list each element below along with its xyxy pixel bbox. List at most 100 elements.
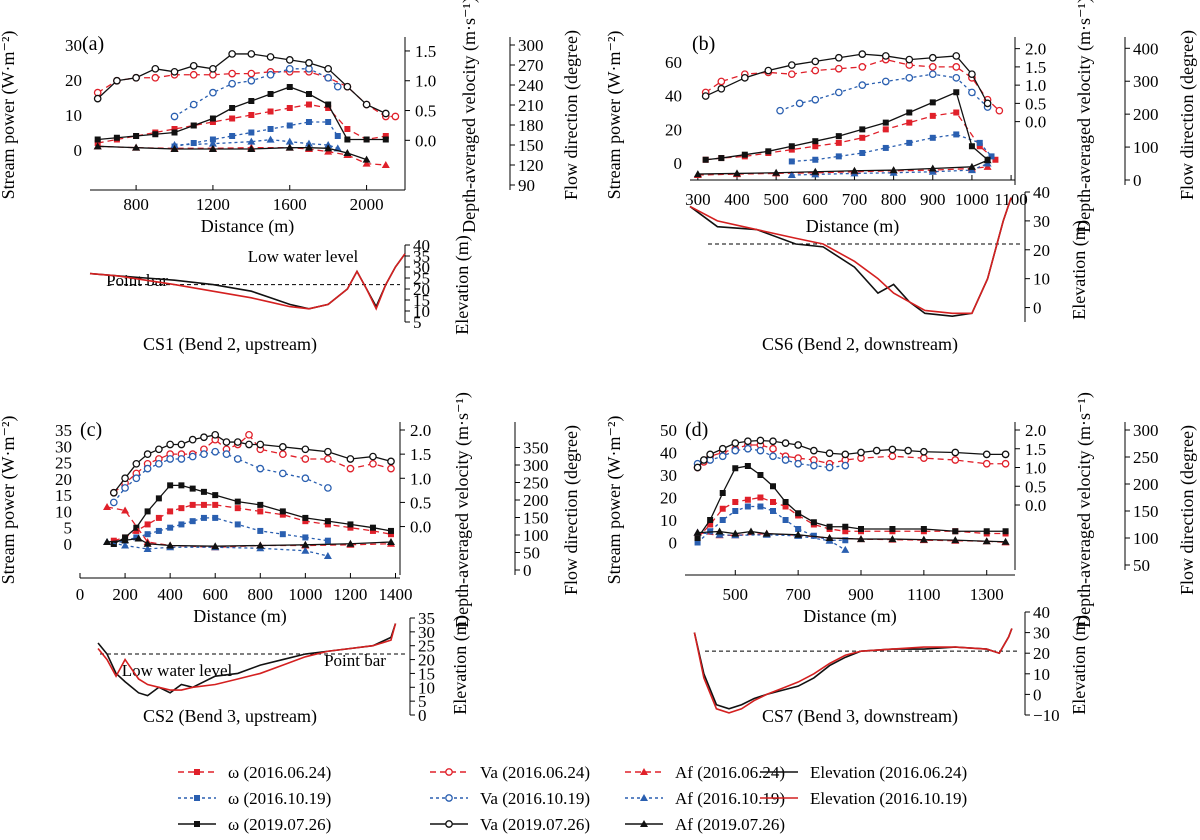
data-point — [103, 538, 112, 545]
velocity-tick-label: 1.5 — [410, 445, 431, 464]
velocity-axis-label: Depth-averaged velocity (m·s⁻¹) — [452, 392, 473, 628]
direction-tick-label: 200 — [1133, 105, 1159, 124]
direction-axis-label: Flow direction (degree) — [1177, 425, 1198, 595]
series-v3 — [693, 436, 1010, 472]
data-point — [144, 531, 151, 538]
direction-tick-label: 150 — [518, 136, 544, 155]
series-line — [174, 68, 339, 118]
power-tick-label: 25 — [55, 454, 72, 473]
data-point — [166, 455, 174, 463]
series-e2 — [689, 197, 1012, 315]
data-point — [718, 444, 727, 453]
data-point — [694, 539, 701, 546]
power-tick-label: 20 — [665, 120, 682, 139]
data-point — [795, 99, 804, 108]
panel-label: (d) — [685, 419, 708, 441]
data-point — [346, 464, 355, 473]
direction-axis-label: Flow direction (degree) — [1177, 30, 1198, 200]
data-point — [143, 539, 152, 547]
series-line — [705, 53, 989, 104]
data-point — [212, 514, 219, 521]
direction-tick-label: 100 — [523, 526, 549, 545]
series-v3 — [701, 50, 992, 108]
data-point — [325, 105, 332, 111]
x-tick-label: 1200 — [196, 195, 230, 214]
data-point — [228, 69, 236, 78]
annotation-text: Point bar — [106, 271, 168, 290]
data-point — [324, 455, 332, 463]
power-tick-label: 10 — [65, 106, 82, 125]
data-point — [278, 450, 287, 458]
data-point — [694, 535, 701, 541]
series-line — [97, 623, 397, 691]
elevation-tick-label: 25 — [418, 637, 435, 656]
data-point — [982, 450, 991, 459]
data-point — [267, 91, 274, 97]
series-line — [693, 628, 1013, 710]
x-tick-label: 1000 — [955, 190, 989, 209]
elevation-tick-label: 40 — [1033, 183, 1050, 202]
data-point — [266, 135, 275, 143]
panel-0: 800 1200 1600 2000 Distance (m) 30 20 10 0 1.5 1.0… — [0, 0, 582, 355]
x-tick-label: 600 — [803, 190, 829, 209]
data-point — [794, 530, 803, 538]
data-point — [245, 440, 253, 449]
data-point — [781, 456, 790, 464]
data-point — [234, 498, 241, 505]
direction-tick-label: 150 — [523, 509, 549, 528]
data-point — [279, 531, 286, 538]
panel-caption: CS1 (Bend 2, upstream) — [143, 334, 317, 355]
series-line — [106, 537, 392, 547]
data-point — [212, 492, 219, 499]
data-point — [247, 137, 256, 145]
data-point — [700, 456, 708, 464]
data-point — [782, 499, 789, 505]
data-point — [968, 88, 976, 97]
data-point — [362, 155, 371, 163]
data-point — [834, 88, 843, 97]
data-point — [825, 449, 834, 458]
velocity-tick-label: 0.0 — [410, 518, 431, 537]
data-point — [285, 56, 294, 64]
velocity-axis-label: Depth-averaged velocity (m·s⁻¹) — [459, 0, 480, 233]
x-tick-label: 900 — [848, 585, 874, 604]
data-point — [103, 503, 112, 510]
data-point — [209, 119, 216, 125]
power-tick-label: 20 — [65, 71, 82, 90]
panel-caption: CS6 (Bend 2, downstream) — [762, 334, 958, 355]
elevation-tick-label: 40 — [413, 236, 430, 255]
series-v1 — [693, 441, 1010, 472]
direction-tick-label: 300 — [518, 36, 544, 55]
legend-marker — [194, 795, 200, 801]
data-point — [286, 84, 293, 90]
data-point — [301, 474, 310, 483]
data-point — [952, 52, 961, 60]
velocity-tick-label: 0.0 — [1025, 496, 1046, 515]
legend-label: ω (2019.07.26) — [228, 815, 331, 834]
legend-item-w3: ω (2019.07.26) — [178, 815, 331, 834]
data-point — [133, 133, 140, 139]
data-point — [391, 112, 400, 121]
elevation-tick-label: 10 — [418, 678, 435, 697]
elevation-tick-label: 20 — [1033, 644, 1050, 663]
data-point — [744, 444, 752, 453]
data-point — [143, 450, 152, 458]
power-axis-label: Stream power (W·m⁻²) — [604, 416, 625, 585]
data-point — [717, 84, 726, 93]
series-w2 — [788, 131, 995, 165]
data-point — [305, 119, 312, 125]
power-tick-label: 0 — [64, 535, 73, 554]
data-point — [369, 527, 376, 534]
data-point — [324, 144, 333, 152]
data-point — [770, 483, 776, 490]
series-v2 — [693, 444, 850, 472]
data-point — [693, 528, 702, 536]
series-a3 — [693, 527, 1010, 545]
legend-label: Elevation (2016.10.19) — [810, 789, 967, 808]
elevation-axis-label: Elevation (m) — [450, 615, 471, 714]
data-point — [234, 521, 241, 528]
power-tick-label: 30 — [660, 466, 677, 485]
series-line — [697, 465, 1006, 539]
